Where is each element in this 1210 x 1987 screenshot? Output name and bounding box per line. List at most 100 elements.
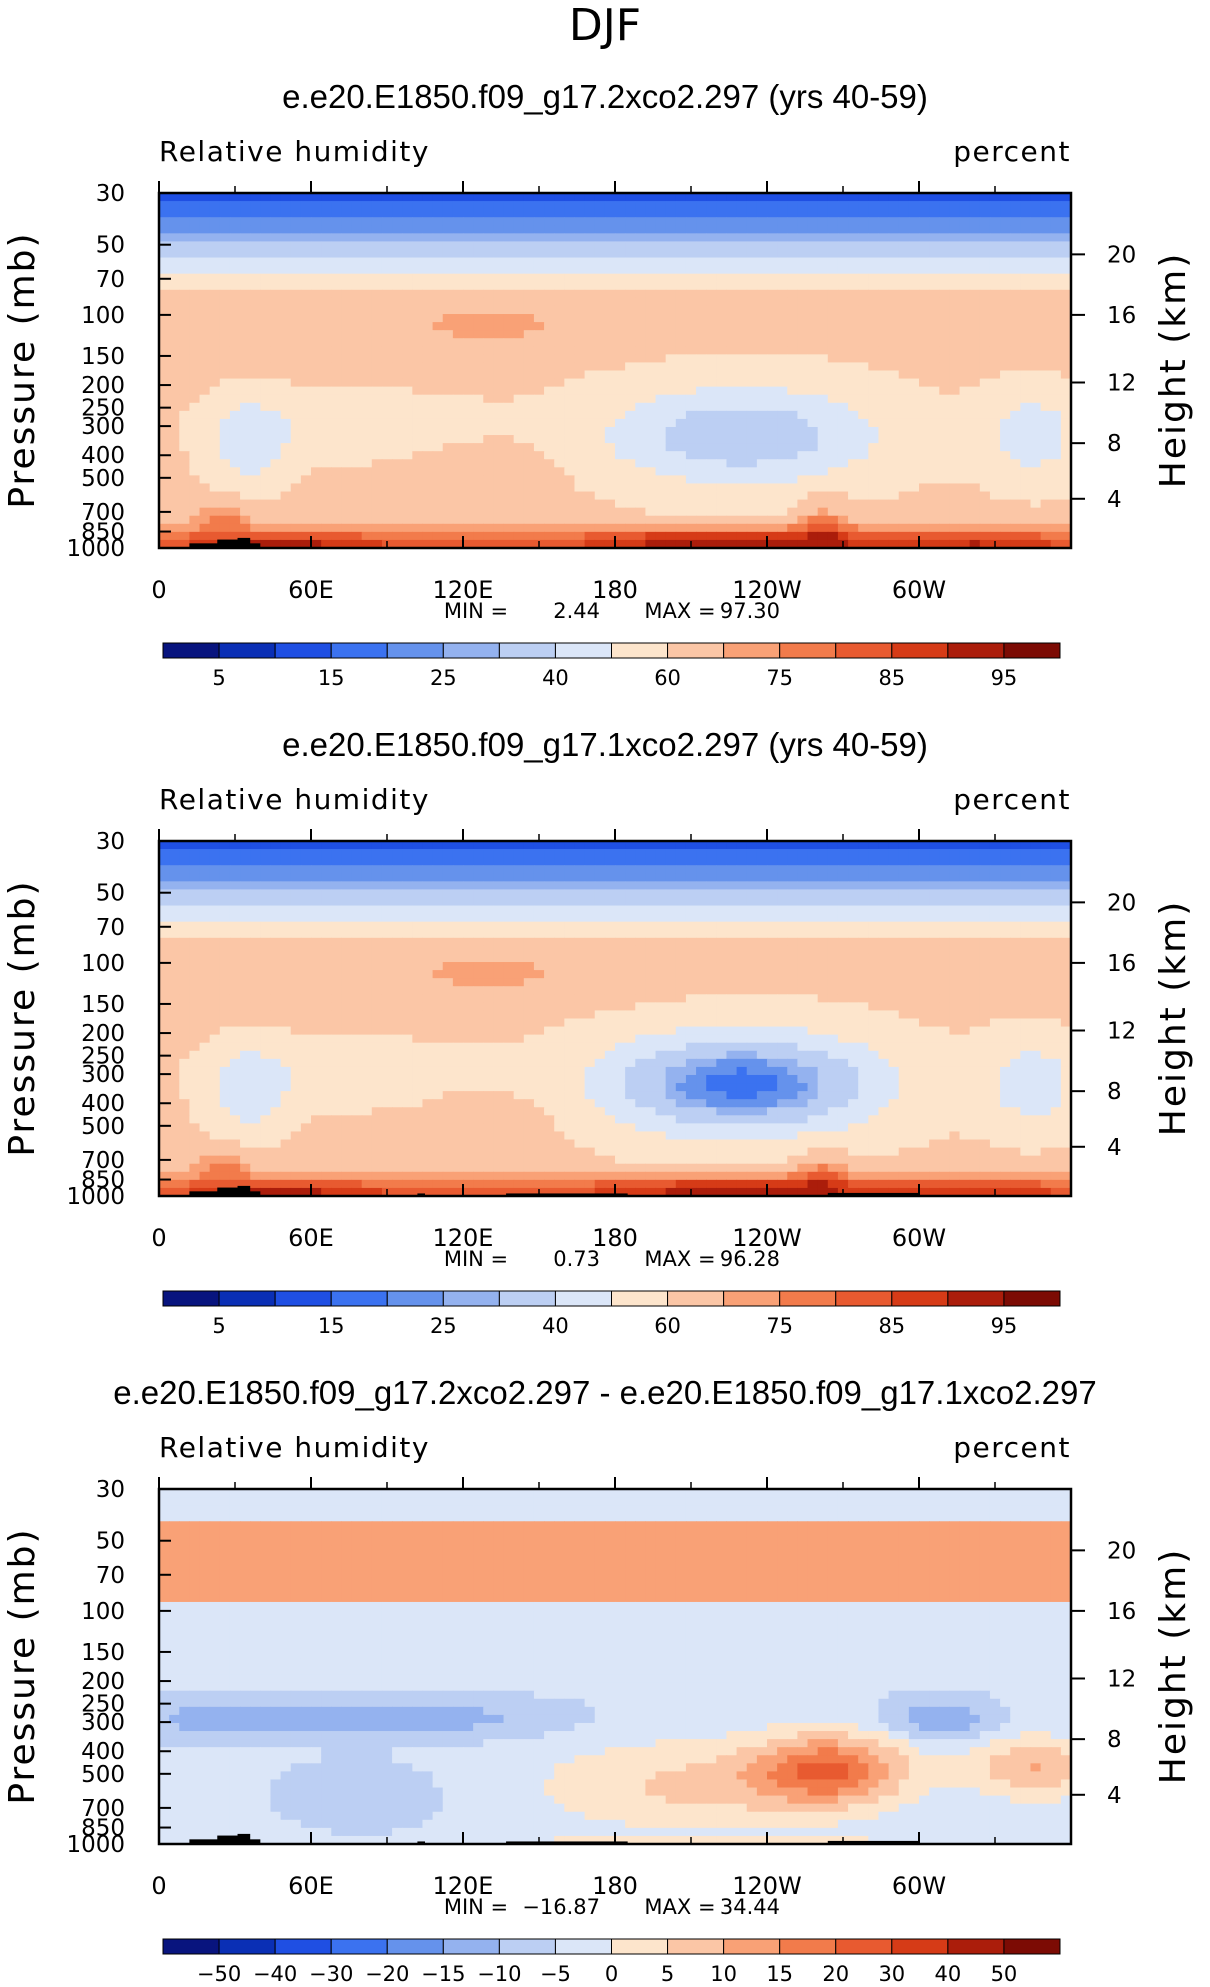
heatmap-cell: [686, 914, 697, 923]
heatmap-cell: [666, 258, 677, 267]
heatmap-cell: [250, 225, 261, 234]
heatmap-cell: [534, 362, 545, 371]
heatmap-cell: [868, 258, 879, 267]
heatmap-cell: [960, 338, 971, 347]
heatmap-cell: [595, 524, 606, 533]
heatmap-cell: [301, 371, 312, 380]
heatmap-cell: [534, 881, 545, 890]
heatmap-cell: [666, 427, 677, 436]
heatmap-cell: [706, 483, 717, 492]
heatmap-cell: [250, 354, 261, 363]
heatmap-cell: [260, 274, 271, 283]
heatmap-cell: [1000, 354, 1011, 363]
heatmap-cell: [585, 516, 596, 525]
heatmap-cell: [341, 865, 352, 874]
heatmap-cell: [169, 362, 180, 371]
heatmap-cell: [1051, 516, 1062, 525]
heatmap-cell: [828, 274, 839, 283]
heatmap-cell: [564, 346, 575, 355]
heatmap-cell: [909, 516, 920, 525]
heatmap-cell: [666, 362, 677, 371]
heatmap-cell: [808, 306, 819, 315]
heatmap-cell: [595, 914, 606, 923]
heatmap-cell: [686, 516, 697, 525]
heatmap-cell: [848, 330, 859, 339]
heatmap-cell: [980, 201, 991, 210]
heatmap-cell: [554, 282, 565, 291]
heatmap-cell: [1010, 217, 1021, 226]
heatmap-cell: [159, 258, 170, 267]
heatmap-cell: [848, 241, 859, 250]
heatmap-cell: [767, 379, 778, 388]
heatmap-cell: [767, 451, 778, 460]
heatmap-cell: [544, 338, 555, 347]
heatmap-cell: [645, 865, 656, 874]
heatmap-cell: [838, 492, 849, 501]
heatmap-cell: [433, 889, 444, 898]
heatmap-cell: [625, 314, 636, 323]
heatmap-cell: [909, 346, 920, 355]
heatmap-cell: [818, 225, 829, 234]
heatmap-cell: [200, 865, 211, 874]
heatmap-cell: [179, 467, 190, 476]
heatmap-cell: [331, 881, 342, 890]
heatmap-cell: [777, 395, 788, 404]
heatmap-cell: [362, 475, 373, 484]
heatmap-cell: [848, 427, 859, 436]
heatmap-cell: [321, 841, 332, 850]
heatmap-cell: [463, 274, 474, 283]
heatmap-cell: [899, 362, 910, 371]
heatmap-cell: [990, 841, 1001, 850]
heatmap-cell: [1020, 338, 1031, 347]
heatmap-cell: [838, 201, 849, 210]
heatmap-cell: [169, 282, 180, 291]
heatmap-cell: [706, 459, 717, 468]
heatmap-cell: [747, 467, 758, 476]
heatmap-cell: [179, 217, 190, 226]
heatmap-cell: [564, 411, 575, 420]
heatmap-cell: [818, 532, 829, 541]
heatmap-cell: [493, 459, 504, 468]
heatmap-cell: [605, 233, 616, 242]
heatmap-cell: [433, 338, 444, 347]
heatmap-cell: [595, 451, 606, 460]
heatmap-cell: [787, 475, 798, 484]
heatmap-cell: [848, 290, 859, 299]
heatmap-cell: [716, 849, 727, 858]
heatmap-cell: [787, 249, 798, 258]
heatmap-cell: [878, 889, 889, 898]
heatmap-cell: [585, 354, 596, 363]
heatmap-cell: [281, 865, 292, 874]
heatmap-cell: [666, 475, 677, 484]
heatmap-cell: [868, 873, 879, 882]
heatmap-cell: [818, 274, 829, 283]
heatmap-cell: [1010, 411, 1021, 420]
heatmap-cell: [169, 225, 180, 234]
heatmap-cell: [220, 914, 231, 923]
heatmap-cell: [1000, 306, 1011, 315]
heatmap-cell: [1020, 217, 1031, 226]
heatmap-cell: [331, 241, 342, 250]
heatmap-cell: [980, 379, 991, 388]
heatmap-cell: [493, 354, 504, 363]
heatmap-cell: [504, 483, 515, 492]
heatmap-cell: [585, 857, 596, 866]
heatmap-cell: [878, 906, 889, 915]
heatmap-cell: [990, 290, 1001, 299]
heatmap-cell: [200, 435, 211, 444]
heatmap-cell: [463, 889, 474, 898]
heatmap-cell: [331, 338, 342, 347]
heatmap-cell: [1000, 435, 1011, 444]
heatmap-cell: [544, 500, 555, 509]
heatmap-cell: [534, 233, 545, 242]
heatmap-cell: [625, 459, 636, 468]
heatmap-cell: [341, 873, 352, 882]
heatmap-cell: [777, 524, 788, 533]
heatmap-cell: [716, 889, 727, 898]
heatmap-cell: [463, 371, 474, 380]
heatmap-cell: [331, 849, 342, 858]
heatmap-cell: [564, 266, 575, 275]
heatmap-cell: [838, 508, 849, 517]
heatmap-cell: [352, 322, 363, 331]
heatmap-cell: [645, 849, 656, 858]
